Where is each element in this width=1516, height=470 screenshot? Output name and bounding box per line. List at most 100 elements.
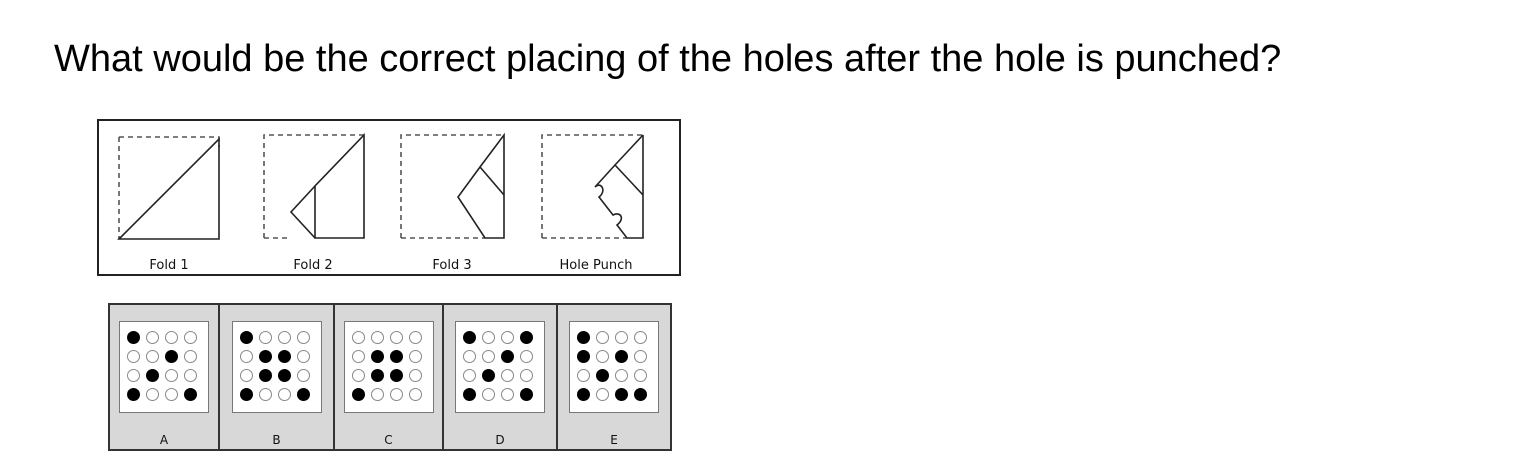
step-label-fold-3: Fold 3 [432,258,472,273]
empty-hole-r4-c2 [146,388,159,401]
option-c-label: C [384,433,393,447]
empty-hole-r2-c2 [596,350,609,363]
empty-hole-r3-c1 [351,369,365,382]
empty-hole-r1-c2 [146,331,159,344]
answer-options: A B C D E [108,303,672,451]
option-c-grid [343,321,434,413]
empty-hole-r3-c1 [577,369,590,382]
filled-hole-r3-c2 [146,369,159,382]
empty-hole-r2-c4 [520,350,533,363]
option-e-grid [569,321,659,413]
filled-hole-r4-c1 [463,388,476,401]
filled-hole-r4-c1 [127,388,140,401]
filled-hole-r4-c1 [351,388,365,401]
empty-hole-r4-c2 [370,388,384,401]
filled-hole-r3-c3 [389,369,403,382]
filled-hole-r2-c1 [577,350,590,363]
filled-hole-r3-c2 [596,369,609,382]
filled-hole-r1-c1 [239,331,253,344]
empty-hole-r3-c1 [127,369,140,382]
empty-hole-r2-c2 [482,350,495,363]
empty-hole-r4-c2 [258,388,272,401]
filled-hole-r2-c3 [389,350,403,363]
empty-hole-r1-c3 [501,331,514,344]
empty-hole-r2-c4 [634,350,647,363]
option-a[interactable]: A [110,305,220,449]
empty-hole-r1-c2 [258,331,272,344]
option-b-grid [231,321,322,413]
empty-hole-r4-c3 [277,388,291,401]
fold-3-figure [400,132,505,239]
empty-hole-r3-c4 [634,369,647,382]
step-label-fold-2: Fold 2 [293,258,333,273]
step-label-hole-punch: Hole Punch [559,258,633,273]
filled-hole-r3-c2 [370,369,384,382]
empty-hole-r4-c4 [408,388,422,401]
filled-hole-r3-c3 [277,369,291,382]
filled-hole-r1-c1 [577,331,590,344]
fold-2-figure [263,133,365,239]
empty-hole-r3-c3 [615,369,628,382]
filled-hole-r1-c1 [127,331,140,344]
filled-hole-r2-c2 [370,350,384,363]
empty-hole-r2-c1 [351,350,365,363]
empty-hole-r1-c2 [370,331,384,344]
filled-hole-r2-c2 [258,350,272,363]
filled-hole-r2-c3 [165,350,178,363]
filled-hole-r1-c4 [520,331,533,344]
option-d-grid [455,321,545,413]
filled-hole-r4-c4 [296,388,310,401]
empty-hole-r2-c1 [463,350,476,363]
empty-hole-r1-c3 [389,331,403,344]
filled-hole-r3-c2 [482,369,495,382]
empty-hole-r4-c3 [389,388,403,401]
fold-1-figure [117,136,220,240]
empty-hole-r1-c4 [408,331,422,344]
filled-hole-r4-c3 [615,388,628,401]
question-text: What would be the correct placing of the… [54,38,1282,80]
empty-hole-r2-c1 [127,350,140,363]
option-d[interactable]: D [444,305,558,449]
empty-hole-r1-c4 [634,331,647,344]
fold-steps-panel: Fold 1 Fold 2 Fold 3 Hole Punch [97,119,681,276]
empty-hole-r1-c4 [296,331,310,344]
option-b[interactable]: B [220,305,335,449]
filled-hole-r4-c1 [239,388,253,401]
empty-hole-r3-c4 [408,369,422,382]
empty-hole-r3-c1 [463,369,476,382]
step-label-fold-1: Fold 1 [149,258,189,273]
empty-hole-r3-c4 [296,369,310,382]
empty-hole-r3-c4 [184,369,197,382]
empty-hole-r3-c4 [520,369,533,382]
empty-hole-r3-c3 [165,369,178,382]
filled-hole-r2-c3 [277,350,291,363]
filled-hole-r3-c2 [258,369,272,382]
hole-punch-figure [541,134,644,239]
filled-hole-r4-c4 [184,388,197,401]
empty-hole-r3-c1 [239,369,253,382]
empty-hole-r1-c3 [165,331,178,344]
option-d-label: D [495,433,505,447]
filled-hole-r4-c4 [634,388,647,401]
empty-hole-r4-c2 [596,388,609,401]
empty-hole-r4-c3 [165,388,178,401]
filled-hole-r4-c4 [520,388,533,401]
filled-hole-r2-c3 [501,350,514,363]
empty-hole-r1-c2 [596,331,609,344]
empty-hole-r4-c2 [482,388,495,401]
option-b-label: B [272,433,281,447]
empty-hole-r2-c4 [408,350,422,363]
option-e[interactable]: E [558,305,670,449]
option-e-label: E [610,433,618,447]
option-a-grid [119,321,209,413]
filled-hole-r2-c3 [615,350,628,363]
empty-hole-r3-c3 [501,369,514,382]
filled-hole-r1-c1 [463,331,476,344]
empty-hole-r1-c2 [482,331,495,344]
empty-hole-r2-c1 [239,350,253,363]
empty-hole-r1-c3 [615,331,628,344]
empty-hole-r4-c3 [501,388,514,401]
option-c[interactable]: C [335,305,444,449]
empty-hole-r2-c4 [184,350,197,363]
empty-hole-r1-c1 [351,331,365,344]
